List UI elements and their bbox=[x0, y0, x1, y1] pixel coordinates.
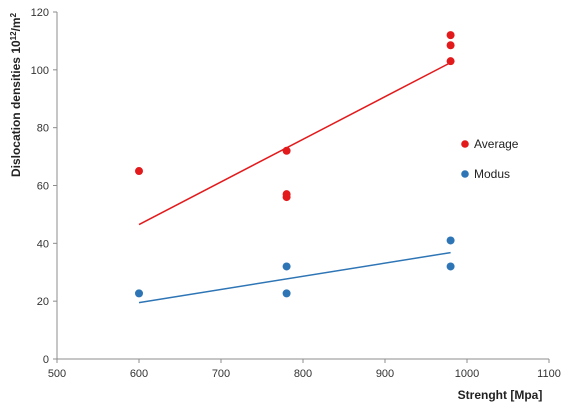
point-average bbox=[135, 167, 143, 176]
legend-item-average: Average bbox=[461, 137, 519, 151]
trendlines bbox=[138, 61, 451, 304]
y-tick-label: 0 bbox=[43, 354, 49, 366]
x-tick-label: 500 bbox=[48, 368, 66, 380]
legend-label-average: Average bbox=[474, 137, 519, 151]
point-modus bbox=[446, 262, 455, 271]
y-axis-title-sup2: 2 bbox=[9, 12, 18, 17]
y-axis-title-unit: /m bbox=[9, 17, 23, 31]
x-tick-label: 1100 bbox=[537, 368, 561, 380]
y-tick-label: 60 bbox=[37, 181, 49, 193]
x-tick-label: 800 bbox=[294, 368, 312, 380]
point-modus bbox=[446, 236, 455, 245]
point-modus bbox=[135, 289, 143, 298]
y-axis-title: Dislocation densities 1012/m2 bbox=[9, 12, 24, 177]
point-average bbox=[446, 57, 455, 66]
y-axis-ticks: 0 20 40 60 80 100 120 bbox=[31, 7, 57, 366]
trendline-average bbox=[138, 61, 451, 226]
y-axis-title-sup: 12 bbox=[9, 31, 18, 40]
legend-label-modus: Modus bbox=[474, 167, 510, 181]
x-tick-label: 600 bbox=[130, 368, 148, 380]
point-average bbox=[282, 193, 291, 202]
legend: Average Modus bbox=[461, 137, 519, 181]
point-modus bbox=[282, 289, 291, 298]
y-tick-label: 100 bbox=[31, 65, 49, 77]
trendline-modus bbox=[138, 251, 451, 304]
x-axis-ticks: 500 600 700 800 900 1000 1100 bbox=[48, 359, 561, 380]
y-tick-label: 80 bbox=[37, 123, 49, 135]
legend-marker-average bbox=[461, 140, 469, 148]
legend-marker-modus bbox=[461, 170, 469, 178]
x-tick-label: 900 bbox=[376, 368, 394, 380]
x-tick-label: 700 bbox=[212, 368, 230, 380]
plot-area: 500 600 700 800 900 1000 1100 0 20 40 60 80 100 120 bbox=[31, 7, 561, 380]
y-tick-label: 20 bbox=[37, 296, 49, 308]
point-modus bbox=[282, 262, 291, 271]
point-average bbox=[282, 146, 291, 155]
x-axis-title: Strenght [Mpa] bbox=[458, 388, 543, 402]
point-average bbox=[446, 31, 455, 40]
y-axis-title-main: Dislocation densities 10 bbox=[9, 40, 23, 177]
legend-item-modus: Modus bbox=[461, 167, 510, 181]
y-tick-label: 40 bbox=[37, 238, 49, 250]
data-points bbox=[135, 31, 455, 298]
x-tick-label: 1000 bbox=[455, 368, 479, 380]
point-average bbox=[446, 41, 455, 50]
y-tick-label: 120 bbox=[31, 7, 49, 19]
